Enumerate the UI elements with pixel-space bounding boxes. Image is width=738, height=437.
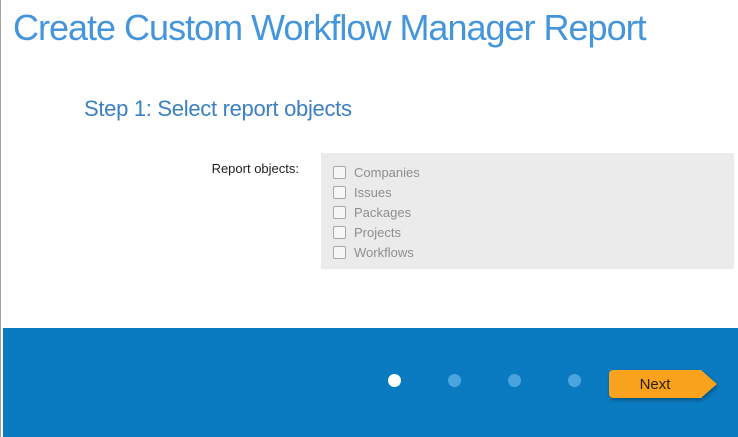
step-title: Step 1: Select report objects bbox=[84, 96, 352, 121]
projects-checkbox[interactable] bbox=[333, 225, 346, 239]
report-objects-label: Report objects: bbox=[211, 161, 299, 176]
packages-checkbox[interactable] bbox=[333, 205, 346, 219]
report-object-label: Projects bbox=[354, 224, 401, 240]
step-dot-4 bbox=[568, 374, 581, 387]
workflows-checkbox[interactable] bbox=[333, 245, 346, 259]
report-object-label: Companies bbox=[354, 164, 420, 180]
report-object-label: Workflows bbox=[354, 244, 414, 260]
next-button-label: Next bbox=[639, 375, 671, 393]
page-title: Create Custom Workflow Manager Report bbox=[13, 7, 647, 48]
report-object-row-workflows[interactable]: Workflows bbox=[333, 242, 734, 262]
report-object-row-packages[interactable]: Packages bbox=[333, 202, 734, 222]
report-object-label: Issues bbox=[354, 184, 392, 200]
report-objects-panel: Companies Issues Packages Projects Workf… bbox=[321, 153, 734, 269]
step-indicator bbox=[388, 374, 581, 387]
step-dot-1 bbox=[388, 374, 401, 387]
report-object-row-issues[interactable]: Issues bbox=[333, 182, 734, 202]
step-dot-2 bbox=[448, 374, 461, 387]
step-dot-3 bbox=[508, 374, 521, 387]
report-object-row-projects[interactable]: Projects bbox=[333, 222, 734, 242]
companies-checkbox[interactable] bbox=[333, 165, 346, 179]
report-object-row-companies[interactable]: Companies bbox=[333, 162, 734, 182]
next-button[interactable]: Next bbox=[609, 370, 717, 398]
issues-checkbox[interactable] bbox=[333, 185, 346, 199]
wizard-footer: Next bbox=[3, 328, 738, 437]
report-object-label: Packages bbox=[354, 204, 412, 220]
